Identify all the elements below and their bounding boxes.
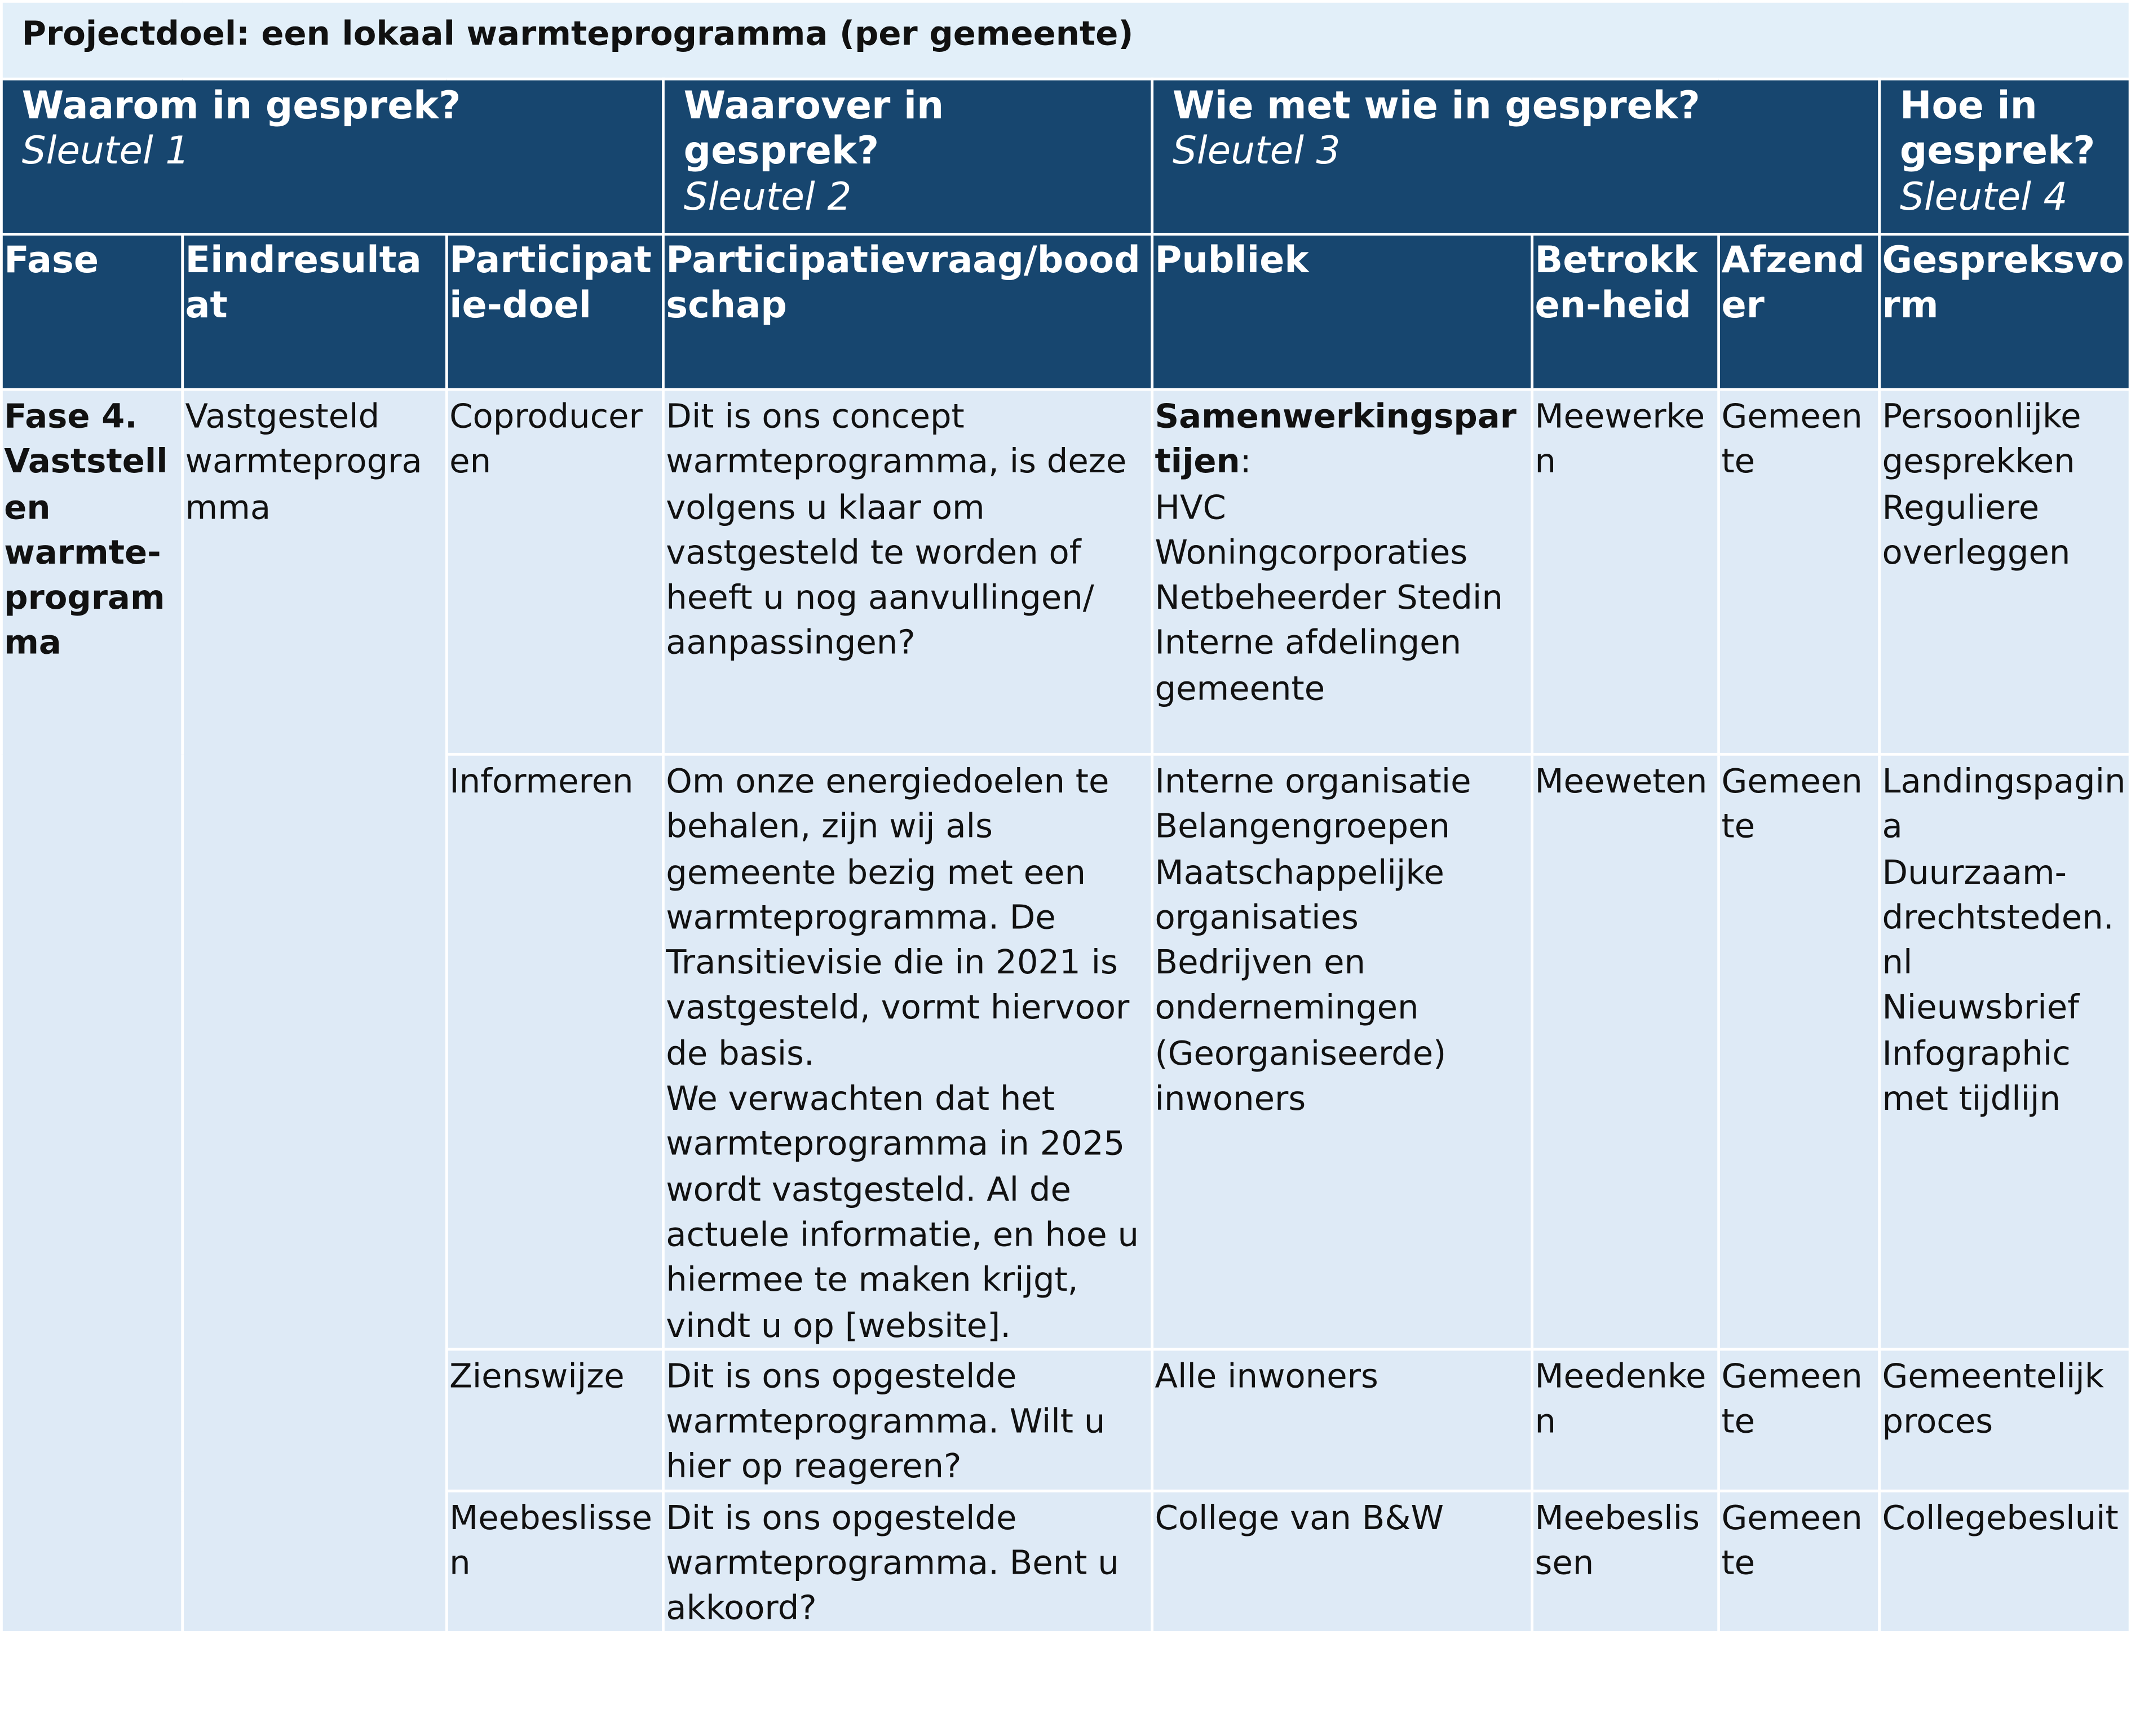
gespreksvorm: Gemeentelijk proces <box>1878 1348 2131 1493</box>
table-row: Zienswijze Dit is ons opgestelde warmtepr… <box>1 1348 2131 1493</box>
column-header: Gespreksvorm <box>1878 233 2131 391</box>
publiek-item: Belangengroepen <box>1155 806 1450 846</box>
participatievraag: Dit is ons opgestelde warmteprogramma. W… <box>662 1348 1154 1493</box>
column-header: Afzender <box>1717 233 1881 391</box>
column-header: Eindresultaat <box>181 233 448 391</box>
column-header: Publiek <box>1151 233 1534 391</box>
betrokkenheid: Meewerken <box>1531 388 1721 756</box>
vorm-item: Nieuwsbrief <box>1882 987 2079 1028</box>
publiek-item: HVC <box>1155 486 1226 526</box>
gespreksvorm: Collegebesluit <box>1878 1489 2131 1633</box>
publiek-item: Alle inwoners <box>1155 1356 1378 1396</box>
group-key: Sleutel 4 <box>1899 174 2068 219</box>
publiek-label-bold: Samenwerkingspartijen <box>1155 396 1517 481</box>
table-row: Fase 4. Vaststellen warmte-programma Vast… <box>0 388 2131 1633</box>
gespreksvorm: Landingspagina Duurzaam-drechtsteden.nl Ni… <box>1878 752 2131 1351</box>
column-header: Participatievraag/boodschap <box>662 233 1154 391</box>
column-header: Betrokken-heid <box>1531 233 1721 391</box>
publiek-label: Samenwerkingspartijen: <box>1155 393 1528 484</box>
afzender: Gemeente <box>1717 752 1881 1351</box>
afzender: Gemeente <box>1717 1348 1881 1493</box>
document: Projectdoel: een lokaal warmteprogramma … <box>0 0 2131 1633</box>
paragraph: We verwachten dat het warmteprogramma in… <box>666 1078 1139 1345</box>
betrokkenheid: Meebeslissen <box>1531 1489 1721 1633</box>
publiek-item: Bedrijven en ondernemingen <box>1155 942 1419 1028</box>
participatiedoel: Meebeslissen <box>445 1489 665 1633</box>
participatiedoel: Zienswijze <box>445 1348 665 1493</box>
publiek-item: (Georganiseerde) inwoners <box>1155 1033 1447 1118</box>
paragraph: Dit is ons concept warmteprogramma, is d… <box>666 396 1127 663</box>
participatievraag: Dit is ons opgestelde warmteprogramma. B… <box>662 1489 1154 1633</box>
publiek-item: Woningcorporaties <box>1155 532 1468 572</box>
group-key: Sleutel 1 <box>21 128 190 174</box>
group-header: Wie met wie in gesprek? Sleutel 3 <box>1151 77 1881 236</box>
group-header: Waarover in gesprek? Sleutel 2 <box>662 77 1154 236</box>
group-title: Hoe in gesprek? <box>1899 83 2095 174</box>
group-title: Wie met wie in gesprek? <box>1172 83 1700 129</box>
vorm-item: Collegebesluit <box>1882 1497 2119 1537</box>
vorm-item: Reguliere overleggen <box>1882 486 2071 572</box>
publiek-item: Interne afdelingen gemeente <box>1155 623 1462 708</box>
column-header: Participatie-doel <box>445 233 665 391</box>
gespreksvorm: Persoonlijke gesprekken Reguliere overleg… <box>1878 388 2131 756</box>
vorm-item: Landingspagina <box>1882 761 2126 846</box>
title: Projectdoel: een lokaal warmteprogramma … <box>0 0 2131 81</box>
group-key: Sleutel 2 <box>683 174 852 219</box>
table-row: Meebeslissen Dit is ons opgestelde warmte… <box>1 1489 2131 1633</box>
paragraph: Dit is ons opgestelde warmteprogramma. W… <box>666 1356 1106 1486</box>
table-row: Projectdoel: een lokaal warmteprogramma … <box>0 0 2131 81</box>
publiek: Interne organisatie Belangengroepen Maatsc… <box>1151 752 1534 1351</box>
publiek: College van B&W <box>1151 1489 1534 1633</box>
group-header: Waarom in gesprek? Sleutel 1 <box>0 77 665 236</box>
publiek: Samenwerkingspartijen: HVC Woningcorporati… <box>1151 388 1534 756</box>
publiek-item: Netbeheerder Stedin <box>1155 577 1503 617</box>
fase: Fase 4. Vaststellen warmte-programma <box>0 388 184 1633</box>
afzender: Gemeente <box>1717 1489 1881 1633</box>
vorm-item: Gemeentelijk proces <box>1882 1356 2104 1441</box>
betrokkenheid: Meedenken <box>1531 1348 1721 1493</box>
publiek-item: College van B&W <box>1155 1497 1444 1537</box>
table: Projectdoel: een lokaal warmteprogramma … <box>0 0 2131 1633</box>
publiek: Alle inwoners <box>1151 1348 1534 1493</box>
paragraph: Om onze energiedoelen te behalen, zijn w… <box>666 761 1130 1073</box>
participatiedoel: Informeren <box>445 752 665 1351</box>
table-row: Fase Eindresultaat Participatie-doel Partic… <box>0 233 2131 391</box>
betrokkenheid: Meeweten <box>1531 752 1721 1351</box>
group-header: Hoe in gesprek? Sleutel 4 <box>1878 77 2131 236</box>
participatiedoel: Coproduceren <box>445 388 665 756</box>
publiek-item: Maatschappelijke organisaties <box>1155 852 1444 937</box>
publiek-item: Interne organisatie <box>1155 761 1471 801</box>
participatievraag: Om onze energiedoelen te behalen, zijn w… <box>662 752 1154 1351</box>
eindresultaat: Vastgesteld warmteprogramma <box>181 388 448 1633</box>
vorm-item: Duurzaam-drechtsteden.nl <box>1882 852 2114 982</box>
column-header: Fase <box>0 233 184 391</box>
vorm-item: Persoonlijke gesprekken <box>1882 396 2081 481</box>
vorm-item: Infographic met tijdlijn <box>1882 1033 2071 1118</box>
participatievraag: Dit is ons concept warmteprogramma, is d… <box>662 388 1154 756</box>
group-title: Waarover in gesprek? <box>683 83 944 174</box>
group-title: Waarom in gesprek? <box>21 83 461 129</box>
afzender: Gemeente <box>1717 388 1881 756</box>
group-key: Sleutel 3 <box>1172 128 1341 174</box>
paragraph: Dit is ons opgestelde warmteprogramma. B… <box>666 1497 1119 1628</box>
table-row: Waarom in gesprek? Sleutel 1 Waarover in g… <box>0 77 2131 236</box>
table-row: Informeren Om onze energiedoelen te behal… <box>1 752 2131 1351</box>
publiek-label-suffix: : <box>1240 441 1252 481</box>
